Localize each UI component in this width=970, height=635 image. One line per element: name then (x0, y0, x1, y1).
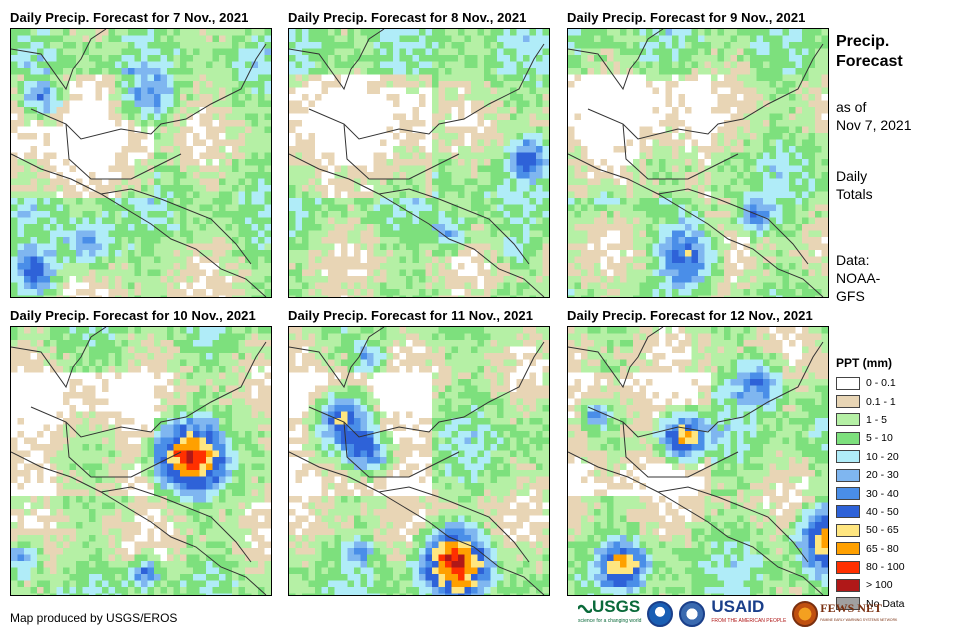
dhs-seal-icon (679, 601, 706, 627)
precip-map (10, 28, 272, 298)
legend-title: PPT (mm) (836, 356, 893, 370)
legend-label: No Data (866, 597, 905, 610)
panel-title: Daily Precip. Forecast for 10 Nov., 2021 (10, 308, 256, 323)
panel-title: Daily Precip. Forecast for 11 Nov., 2021 (288, 308, 534, 323)
precip-map (567, 326, 829, 596)
precip-map (10, 326, 272, 596)
legend-item: No Data (836, 595, 905, 613)
fewsnet-logo: FEWS NET FAMINE EARLY WARNING SYSTEMS NE… (792, 601, 897, 627)
legend-label: 65 - 80 (866, 542, 899, 555)
legend-swatch (836, 450, 860, 464)
precip-grid (289, 29, 549, 297)
legend-swatch (836, 578, 860, 592)
precip-grid (11, 29, 271, 297)
legend-item: 10 - 20 (836, 448, 905, 466)
legend-label: 80 - 100 (866, 561, 905, 574)
legend-item: 40 - 50 (836, 503, 905, 521)
fewsnet-globe-icon (792, 601, 819, 627)
legend-swatch (836, 413, 860, 427)
panel-title: Daily Precip. Forecast for 9 Nov., 2021 (567, 10, 806, 25)
legend-swatch (836, 431, 860, 445)
daily-totals-note: Daily Totals (836, 168, 873, 202)
legend-item: 1 - 5 (836, 411, 905, 429)
legend-swatch (836, 505, 860, 519)
map-credit: Map produced by USGS/EROS (10, 611, 178, 625)
agency-logos: USGS science for a changing world USAID … (578, 597, 897, 628)
legend-label: > 100 (866, 579, 893, 592)
precip-map (288, 28, 550, 298)
legend-label: 0 - 0.1 (866, 377, 896, 390)
legend-item: 80 - 100 (836, 558, 905, 576)
usaid-logo: USAID FROM THE AMERICAN PEOPLE (711, 597, 787, 624)
legend-swatch (836, 468, 860, 482)
panel-title: Daily Precip. Forecast for 7 Nov., 2021 (10, 10, 249, 25)
legend-label: 10 - 20 (866, 450, 899, 463)
usgs-logo: USGS science for a changing world (578, 597, 642, 624)
precip-grid (568, 29, 828, 297)
data-source: Data: NOAA- GFS (836, 252, 881, 304)
precip-grid (289, 327, 549, 595)
legend-label: 20 - 30 (866, 469, 899, 482)
legend-label: 40 - 50 (866, 505, 899, 518)
legend-item: 0.1 - 1 (836, 392, 905, 410)
legend-swatch (836, 487, 860, 501)
precip-grid (568, 327, 828, 595)
legend-item: 20 - 30 (836, 466, 905, 484)
panel-title: Daily Precip. Forecast for 12 Nov., 2021 (567, 308, 813, 323)
legend-swatch (836, 395, 860, 409)
legend-item: 0 - 0.1 (836, 374, 905, 392)
noaa-logo-icon (647, 601, 674, 627)
panel-title: Daily Precip. Forecast for 8 Nov., 2021 (288, 10, 527, 25)
legend-swatch (836, 376, 860, 390)
legend-item: 30 - 40 (836, 484, 905, 502)
legend-swatch (836, 523, 860, 537)
precip-legend: PPT (mm) 0 - 0.1 0.1 - 1 1 - 5 5 - 10 10 - 2… (836, 356, 905, 613)
precip-grid (11, 327, 271, 595)
legend-swatch (836, 542, 860, 556)
legend-label: 0.1 - 1 (866, 395, 896, 408)
legend-label: 30 - 40 (866, 487, 899, 500)
legend-label: 50 - 65 (866, 524, 899, 537)
legend-item: 65 - 80 (836, 540, 905, 558)
legend-label: 1 - 5 (866, 413, 888, 426)
legend-label: 5 - 10 (866, 432, 893, 445)
usgs-wave-icon (578, 604, 592, 613)
legend-swatch (836, 560, 860, 574)
legend-swatch (836, 597, 860, 611)
side-title: Precip. Forecast (836, 33, 903, 70)
precip-map (288, 326, 550, 596)
legend-item: 5 - 10 (836, 429, 905, 447)
legend-item: > 100 (836, 576, 905, 594)
precip-map (567, 28, 829, 298)
legend-item: 50 - 65 (836, 521, 905, 539)
as-of-date: as of Nov 7, 2021 (836, 99, 912, 133)
